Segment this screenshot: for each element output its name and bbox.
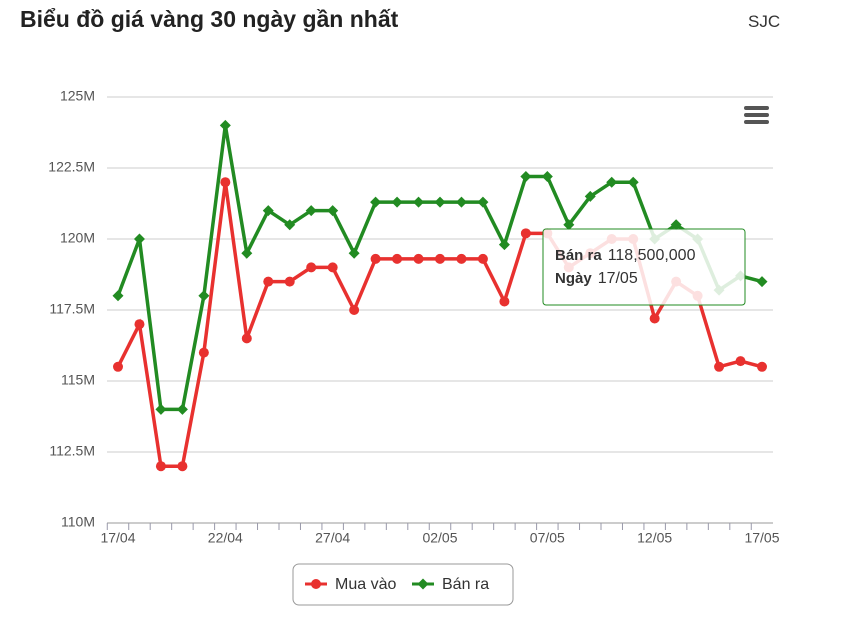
point <box>241 247 253 259</box>
point <box>305 205 317 217</box>
point <box>134 319 145 330</box>
point <box>520 171 532 183</box>
point <box>606 176 618 188</box>
menu-icon[interactable] <box>744 106 769 124</box>
point <box>735 356 746 367</box>
point <box>177 461 188 472</box>
x-tick-label: 17/05 <box>744 530 779 546</box>
point <box>133 233 145 245</box>
point <box>714 361 725 372</box>
series-line <box>116 181 763 468</box>
point <box>499 296 510 307</box>
tooltip-date: 17/05 <box>598 270 638 287</box>
x-tick-label: 07/05 <box>530 530 565 546</box>
title: Biểu đồ giá vàng 30 ngày gần nhất <box>20 6 399 32</box>
point <box>392 253 403 264</box>
point <box>757 361 767 372</box>
point <box>241 333 252 344</box>
point <box>391 196 403 208</box>
point <box>520 228 531 239</box>
point <box>284 219 296 231</box>
point <box>434 196 446 208</box>
point <box>477 196 489 208</box>
point <box>413 196 425 208</box>
x-tick-label: 12/05 <box>637 530 672 546</box>
point <box>284 276 295 287</box>
point <box>155 461 166 472</box>
point <box>413 253 424 264</box>
tooltip: Bán ra 118,500,000 Ngày 17/05 <box>542 228 746 306</box>
point <box>456 253 467 264</box>
tooltip-box <box>542 228 746 306</box>
point <box>348 247 360 259</box>
tooltip-date-label: Ngày <box>555 270 592 287</box>
y-tick-label: 122.5M <box>48 159 95 175</box>
point <box>455 196 467 208</box>
point <box>756 276 768 288</box>
point <box>627 176 639 188</box>
point <box>262 205 274 217</box>
point <box>306 262 317 273</box>
point <box>176 403 188 415</box>
legend-label[interactable]: Bán ra <box>442 576 489 593</box>
y-tick-label: 115M <box>61 372 95 388</box>
x-tick-label: 27/04 <box>315 530 350 546</box>
tooltip-value: 118,500,000 <box>608 247 696 264</box>
point <box>263 276 274 287</box>
y-tick-label: 125M <box>60 88 95 104</box>
point <box>584 190 596 202</box>
x-tick-label: 22/04 <box>208 530 243 546</box>
point <box>498 239 510 251</box>
point <box>219 119 231 131</box>
legend-label[interactable]: Mua vào <box>335 576 396 593</box>
legend-marker <box>417 578 429 590</box>
point <box>435 253 445 264</box>
tooltip-series: Bán ra <box>555 247 602 264</box>
point <box>563 219 575 231</box>
point <box>113 361 123 372</box>
legend-marker <box>311 579 321 589</box>
point <box>649 313 660 324</box>
point <box>370 253 381 264</box>
point <box>220 177 231 188</box>
point <box>349 305 360 315</box>
point <box>327 262 338 273</box>
point <box>155 403 167 415</box>
source: SJC <box>748 12 781 31</box>
y-tick-label: 117.5M <box>49 301 95 317</box>
x-tick-label: 02/05 <box>422 530 457 546</box>
y-tick-label: 120M <box>60 230 95 246</box>
point <box>541 171 553 183</box>
legend-box <box>292 563 514 606</box>
y-tick-label: 110M <box>61 514 95 530</box>
point <box>370 196 382 208</box>
y-tick-label: 112.5M <box>49 443 95 459</box>
point <box>198 347 209 358</box>
tooltip-line: Ngày 17/05 <box>555 270 638 287</box>
point <box>327 205 339 217</box>
point <box>477 253 488 264</box>
point <box>198 290 210 302</box>
x-tick-label: 17/04 <box>100 530 135 546</box>
point <box>670 219 682 231</box>
point <box>112 290 124 302</box>
tooltip-line: Bán ra 118,500,000 <box>555 247 696 264</box>
